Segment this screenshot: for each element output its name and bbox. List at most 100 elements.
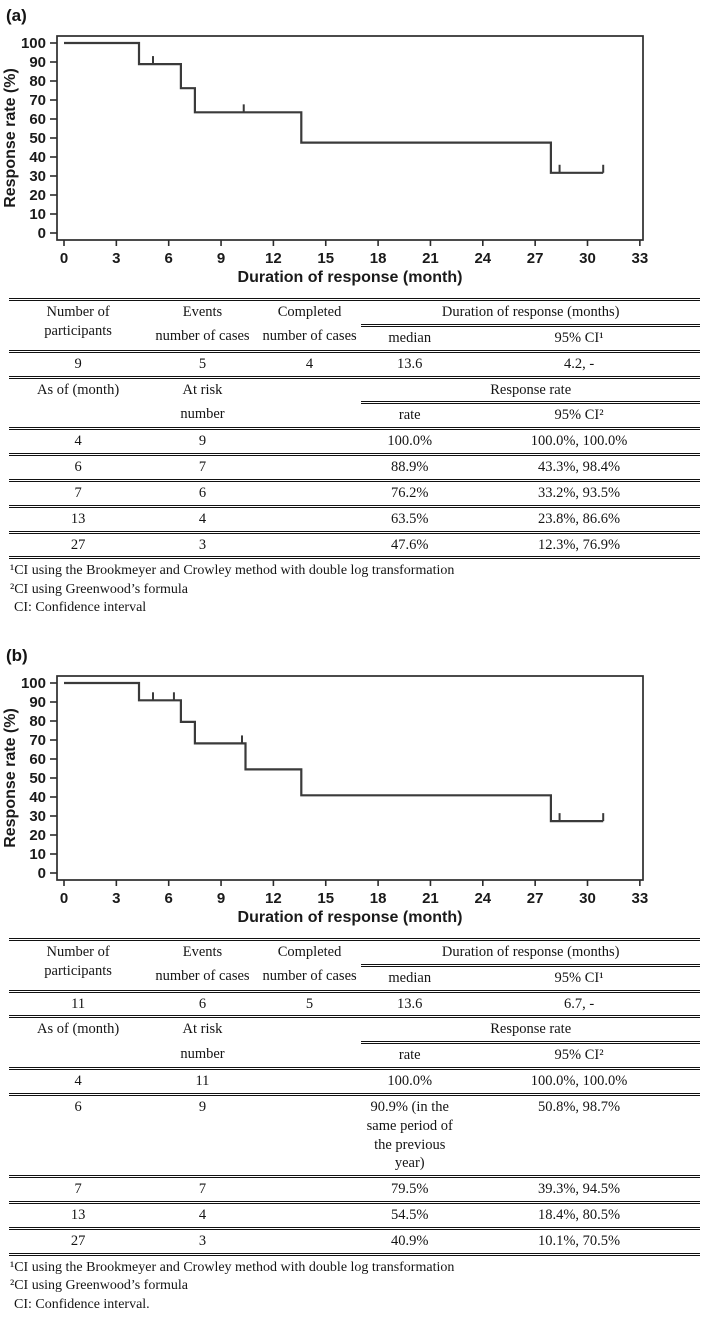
table-cell: 40.9% bbox=[361, 1226, 459, 1255]
table-cell bbox=[257, 530, 362, 558]
header-ci2: 95% CI² bbox=[554, 1047, 604, 1064]
y-tick-label: 90 bbox=[29, 694, 46, 711]
table-cell: 76.2% bbox=[361, 478, 459, 507]
summary-ci: 4.2, - bbox=[458, 349, 700, 378]
header-events: Events bbox=[147, 937, 258, 966]
table-row: 27 3 47.6% 12.3%, 76.9% bbox=[9, 530, 700, 558]
summary-row: 9 5 4 13.6 4.2, - bbox=[9, 349, 700, 378]
table-cell: 13 bbox=[9, 504, 148, 533]
table-cell: 100.0%, 100.0% bbox=[458, 1067, 700, 1095]
y-axis-label: Response rate (%) bbox=[2, 708, 19, 848]
table-cell bbox=[257, 1201, 362, 1229]
x-tick-label: 24 bbox=[474, 250, 491, 267]
y-tick-label: 100 bbox=[21, 35, 46, 52]
summary-median: 13.6 bbox=[361, 989, 459, 1017]
table-cell: 47.6% bbox=[361, 530, 459, 558]
x-tick-label: 15 bbox=[317, 890, 334, 907]
header-atrisk: At risk bbox=[147, 1015, 258, 1043]
table-cell: 88.9% bbox=[361, 453, 459, 481]
x-tick-label: 9 bbox=[217, 890, 225, 907]
y-tick-label: 40 bbox=[29, 149, 46, 166]
table-cell: 4 bbox=[9, 427, 148, 455]
table-cell: 10.1%, 70.5% bbox=[458, 1226, 700, 1255]
header-events-cases: number of cases bbox=[155, 328, 250, 345]
table-cell: 79.5% bbox=[361, 1175, 459, 1203]
table-cell: 11 bbox=[147, 1067, 258, 1095]
x-axis-label: Duration of response (month) bbox=[238, 909, 463, 926]
table-cell: 27 bbox=[9, 530, 148, 558]
x-tick-label: 30 bbox=[579, 250, 596, 267]
x-tick-label: 30 bbox=[579, 890, 596, 907]
summary-participants: 11 bbox=[9, 989, 148, 1017]
header-response-rate: Response rate bbox=[361, 1015, 700, 1045]
y-tick-label: 60 bbox=[29, 111, 46, 128]
header-response-rate: Response rate bbox=[361, 375, 700, 405]
header-ci1: 95% CI¹ bbox=[554, 329, 604, 346]
panel-b-label: (b) bbox=[6, 645, 28, 665]
footnote-2: ²CI using Greenwood’s formula bbox=[10, 1278, 189, 1294]
stats-table-a: Number of participants Events Completed … bbox=[9, 298, 700, 560]
summary-events: 5 bbox=[147, 349, 258, 378]
header-completed-cases: number of cases bbox=[262, 968, 357, 985]
table-cell: 4 bbox=[147, 504, 258, 533]
y-tick-label: 60 bbox=[29, 751, 46, 768]
stats-table-b: Number of participants Events Completed … bbox=[9, 937, 700, 1256]
table-cell: 7 bbox=[147, 1175, 258, 1203]
y-tick-label: 50 bbox=[29, 770, 46, 787]
table-cell: 18.4%, 80.5% bbox=[458, 1201, 700, 1229]
header-duration: Duration of response (months) bbox=[361, 937, 700, 967]
footnotes-b: ¹CI using the Brookmeyer and Crowley met… bbox=[10, 1259, 709, 1314]
x-axis-label: Duration of response (month) bbox=[238, 269, 463, 286]
x-tick-label: 9 bbox=[217, 250, 225, 267]
x-tick-label: 15 bbox=[317, 250, 334, 267]
censor-marks bbox=[151, 56, 605, 173]
table-row: 6 7 88.9% 43.3%, 98.4% bbox=[9, 453, 700, 481]
table-subheader-row: number of cases number of cases median 9… bbox=[9, 325, 700, 351]
x-tick-label: 3 bbox=[112, 890, 120, 907]
header-rate: rate bbox=[398, 1047, 421, 1064]
table-cell: 54.5% bbox=[361, 1201, 459, 1229]
header-events: Events bbox=[147, 298, 258, 326]
table-row: 27 3 40.9% 10.1%, 70.5% bbox=[9, 1226, 700, 1255]
summary-row: 11 6 5 13.6 6.7, - bbox=[9, 989, 700, 1017]
table-subheader-row: number of cases number of cases median 9… bbox=[9, 965, 700, 991]
table-cell bbox=[257, 453, 362, 481]
x-tick-label: 3 bbox=[112, 250, 120, 267]
header-completed: Completed bbox=[257, 298, 362, 326]
table-row: 13 4 54.5% 18.4%, 80.5% bbox=[9, 1201, 700, 1229]
x-tick-label: 24 bbox=[474, 890, 491, 907]
table-cell: 13 bbox=[9, 1201, 148, 1229]
x-tick-label: 21 bbox=[422, 890, 439, 907]
panel-b: (b) 0 10 20 30 40 50 60 70 80 90 100 0 3 6 9 12 15 18 21 24… bbox=[0, 642, 709, 1314]
header-participants: Number of participants bbox=[9, 937, 148, 992]
header-ci2: 95% CI² bbox=[554, 407, 604, 424]
table-cell: 9 bbox=[147, 1092, 258, 1177]
header-number: number bbox=[180, 405, 225, 422]
y-tick-label: 80 bbox=[29, 713, 46, 730]
header-completed-cases: number of cases bbox=[262, 328, 357, 345]
table-row: 4 9 100.0% 100.0%, 100.0% bbox=[9, 427, 700, 455]
y-tick-label: 70 bbox=[29, 732, 46, 749]
table-header-row: Number of participants Events Completed … bbox=[9, 937, 700, 992]
table-cell: 6 bbox=[147, 478, 258, 507]
header-duration: Duration of response (months) bbox=[361, 298, 700, 327]
footnote-2: ²CI using Greenwood’s formula bbox=[10, 581, 189, 597]
x-tick-label: 12 bbox=[265, 890, 282, 907]
axes: 0 10 20 30 40 50 60 70 80 90 100 0 3 6 9 12 15 18 21 24 27 30… bbox=[21, 675, 648, 907]
table-header-row: Number of participants Events Completed … bbox=[9, 298, 700, 352]
table-cell: 7 bbox=[147, 453, 258, 481]
axes: 0 10 20 30 40 50 60 70 80 90 100 0 3 6 9 12 15 18 21 24 27 30… bbox=[21, 35, 648, 267]
header-median: median bbox=[388, 969, 432, 986]
table-cell bbox=[257, 478, 362, 507]
y-axis-label: Response rate (%) bbox=[2, 68, 19, 208]
table-cell bbox=[257, 1067, 362, 1095]
y-tick-label: 70 bbox=[29, 92, 46, 109]
footnotes-a: ¹CI using the Brookmeyer and Crowley met… bbox=[10, 562, 709, 617]
y-tick-label: 0 bbox=[38, 865, 46, 882]
y-tick-label: 10 bbox=[29, 206, 46, 223]
table-row: 7 7 79.5% 39.3%, 94.5% bbox=[9, 1175, 700, 1203]
table-cell: 12.3%, 76.9% bbox=[458, 530, 700, 558]
asof-subheader-row: number rate 95% CI² bbox=[9, 1043, 700, 1069]
footnote-1: ¹CI using the Brookmeyer and Crowley met… bbox=[10, 563, 455, 579]
table-cell bbox=[257, 1226, 362, 1255]
